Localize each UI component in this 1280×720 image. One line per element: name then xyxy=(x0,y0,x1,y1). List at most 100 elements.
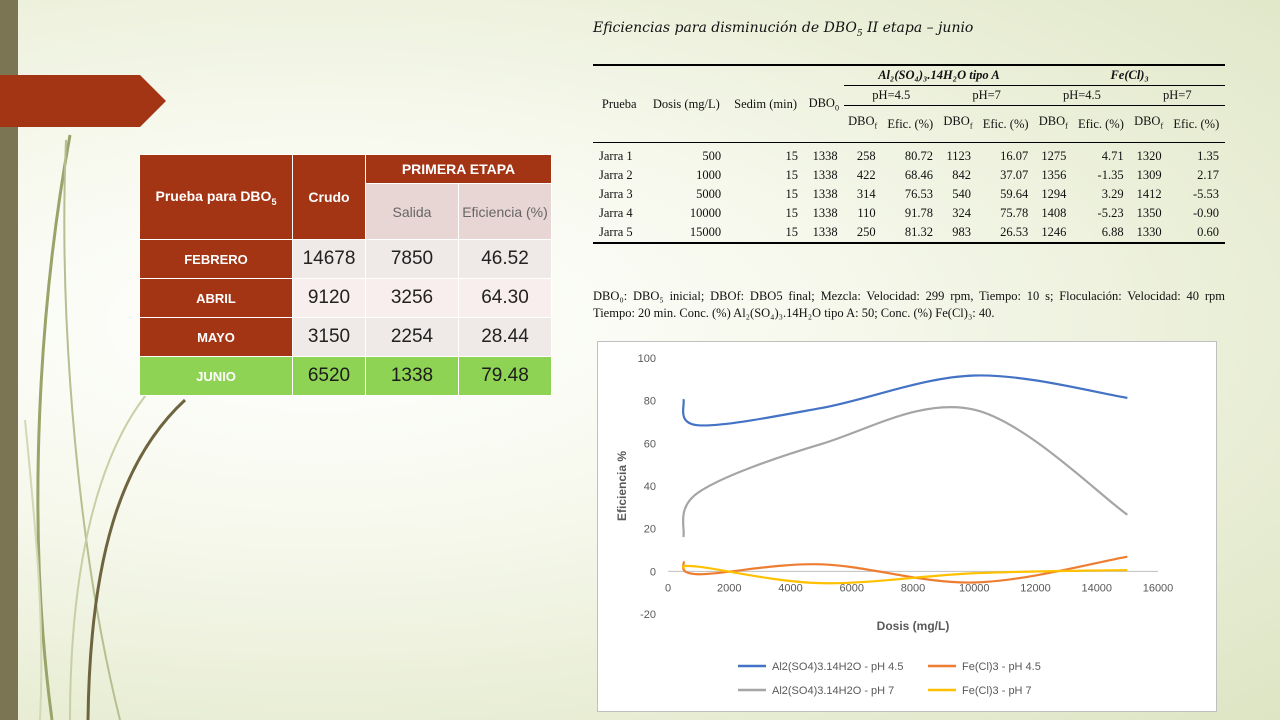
cell-value: 1309 xyxy=(1136,168,1162,182)
row-label: Jarra 2 xyxy=(599,168,633,182)
y-tick-label: 100 xyxy=(638,353,656,365)
x-tick-label: 14000 xyxy=(1081,582,1112,594)
header-eficiencia: Eficiencia (%) xyxy=(458,183,552,240)
row-label: ABRIL xyxy=(139,278,293,318)
cell-value: 1000 xyxy=(696,168,722,182)
y-tick-label: 0 xyxy=(650,566,656,578)
efficiency-chart-svg: -20 0 20 40 60 80 100 0 2000 4000 6000 8000 10000 120… xyxy=(615,353,1173,697)
left-accent-bar xyxy=(0,0,18,720)
cell-value: 1275 xyxy=(1041,149,1067,163)
jar-test-table: Prueba Dosis (mg/L) Sedim (min) DBO0 Al₂… xyxy=(593,64,1225,244)
cell-value: 1338 xyxy=(812,187,838,201)
cell-value: 2.17 xyxy=(1197,168,1219,182)
cell-value: -5.53 xyxy=(1192,187,1219,201)
cell-value: 500 xyxy=(702,149,722,163)
cell-value: 76.53 xyxy=(904,187,933,201)
header-sedim: Sedim (min) xyxy=(727,64,804,143)
x-tick-label: 2000 xyxy=(717,582,741,594)
header-ph: pH=4.5 xyxy=(843,85,939,106)
title-arrow-shape xyxy=(0,75,166,127)
header-ph: pH=7 xyxy=(938,85,1035,106)
series-line-3 xyxy=(682,405,1128,538)
crudo-value: 9120 xyxy=(292,278,366,318)
cell-value: 1408 xyxy=(1041,206,1067,220)
cell-value: 15 xyxy=(785,149,798,163)
cell-value: 540 xyxy=(952,187,971,201)
cell-value: 1350 xyxy=(1136,206,1162,220)
row-label: FEBRERO xyxy=(139,239,293,279)
cell-value: 1356 xyxy=(1041,168,1067,182)
cell-value: 15 xyxy=(727,223,804,244)
header-salida: Salida xyxy=(365,183,459,240)
series-line-1 xyxy=(682,374,1128,427)
row-label: MAYO xyxy=(139,317,293,357)
x-tick-label: 12000 xyxy=(1020,582,1051,594)
cell-value: 81.32 xyxy=(881,223,939,244)
cell-value: -0.90 xyxy=(1192,206,1219,220)
salida-value: 1338 xyxy=(365,356,459,396)
cell-value: 6.88 xyxy=(1072,223,1130,244)
x-tick-label: 4000 xyxy=(778,582,802,594)
eficiencia-value: 79.48 xyxy=(458,356,552,396)
header-efic: Efic. (%) xyxy=(881,105,939,143)
header-ferric-chloride: Fe(Cl)₃ xyxy=(1034,64,1225,86)
series-line-4 xyxy=(682,564,1128,585)
table-row: Jarra 2 1000 15 1338 422 68.46 842 37.07 1356 -1.… xyxy=(593,166,1225,185)
decorative-curves xyxy=(24,134,187,720)
salida-value: 3256 xyxy=(365,278,459,318)
cell-value: 37.07 xyxy=(1000,168,1029,182)
salida-value: 2254 xyxy=(365,317,459,357)
row-label: Jarra 5 xyxy=(593,223,646,244)
cell-value: 250 xyxy=(843,223,882,244)
cell-value: 15 xyxy=(785,187,798,201)
cell-value: 26.53 xyxy=(977,223,1035,244)
x-tick-label: 0 xyxy=(665,582,671,594)
table-row: Jarra 4 10000 15 1338 110 91.78 324 75.78 1408 -5… xyxy=(593,204,1225,223)
table-footnote: DBO₀: DBO₅ inicial; DBOf: DBO5 final; Me… xyxy=(593,289,1225,320)
header-ph: pH=7 xyxy=(1129,85,1225,106)
cell-value: 15 xyxy=(785,168,798,182)
y-tick-label: 40 xyxy=(644,481,656,493)
cell-value: 1338 xyxy=(812,206,838,220)
table-row: Jarra 3 5000 15 1338 314 76.53 540 59.64 1294 3.2… xyxy=(593,185,1225,204)
crudo-value: 6520 xyxy=(292,356,366,396)
crudo-value: 14678 xyxy=(292,239,366,279)
legend-label: Al2(SO4)3.14H2O - pH 4.5 xyxy=(772,661,903,673)
cell-value: 10000 xyxy=(689,206,722,220)
table-row: Jarra 1 500 15 1338 258 80.72 1123 16.07 1275 4.7… xyxy=(593,143,1225,167)
legend-label: Fe(Cl)3 - pH 7 xyxy=(962,685,1032,697)
cell-value: 1123 xyxy=(946,149,971,163)
cell-value: 1294 xyxy=(1041,187,1067,201)
cell-value: 422 xyxy=(856,168,876,182)
cell-value: 1338 xyxy=(812,168,838,182)
cell-value: 4.71 xyxy=(1101,149,1124,163)
header-crudo: Crudo xyxy=(292,154,366,240)
cell-value: 59.64 xyxy=(1000,187,1029,201)
table-row: ABRIL 9120 3256 64.30 xyxy=(139,278,552,318)
monthly-efficiency-table: Prueba para DBO5 Crudo PRIMERA ETAPA Sal… xyxy=(139,153,552,396)
y-axis-title: Eficiencia % xyxy=(615,451,629,521)
cell-value: 258 xyxy=(856,149,876,163)
header-prueba: Prueba para DBO5 xyxy=(139,154,293,240)
cell-value: 15000 xyxy=(645,223,728,244)
header-efic: Efic. (%) xyxy=(1167,105,1225,143)
series-line-2 xyxy=(682,555,1128,584)
cell-value: 1330 xyxy=(1129,223,1168,244)
cell-value: 1338 xyxy=(803,223,844,244)
cell-value: -1.35 xyxy=(1097,168,1124,182)
cell-value: 75.78 xyxy=(1000,206,1029,220)
jar-test-title: Eficiencias para disminución de DBO5 II … xyxy=(593,20,974,39)
table-row: MAYO 3150 2254 28.44 xyxy=(139,317,552,357)
header-efic: Efic. (%) xyxy=(1072,105,1130,143)
cell-value: 1246 xyxy=(1034,223,1073,244)
row-label: Jarra 1 xyxy=(599,149,633,163)
header-dbof: DBOf xyxy=(843,105,882,143)
cell-value: 110 xyxy=(857,206,876,220)
y-tick-label: 60 xyxy=(644,438,656,450)
cell-value: 68.46 xyxy=(904,168,933,182)
row-label: JUNIO xyxy=(139,356,293,396)
table-row: FEBRERO 14678 7850 46.52 xyxy=(139,239,552,279)
crudo-value: 3150 xyxy=(292,317,366,357)
cell-value: 3.29 xyxy=(1101,187,1124,201)
y-tick-label: 80 xyxy=(644,396,656,408)
